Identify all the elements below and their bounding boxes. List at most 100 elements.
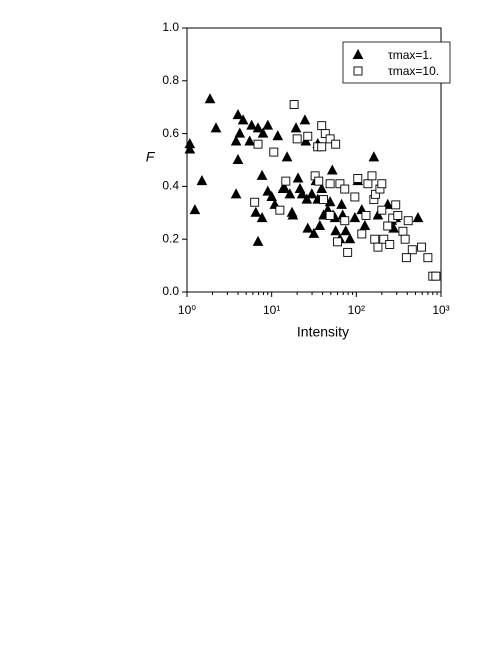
y-tick-label: 0.4 — [162, 179, 179, 193]
y-tick-label: 0.6 — [162, 126, 179, 140]
square-marker — [335, 179, 345, 189]
triangle-marker — [368, 151, 380, 162]
x-tick-label: 10¹ — [263, 303, 280, 317]
plot-frame — [186, 27, 442, 293]
y-tick-label: 0.0 — [162, 284, 179, 298]
square-marker — [407, 245, 417, 255]
legend-label: τmax=1. — [388, 48, 432, 62]
x-tick-label: 10³ — [432, 303, 449, 317]
square-marker — [320, 129, 330, 139]
triangle-marker — [340, 225, 352, 236]
triangle-marker — [189, 204, 201, 215]
triangle-marker — [349, 212, 361, 223]
legend-label: τmax=10. — [388, 64, 439, 78]
square-marker — [393, 210, 403, 220]
square-marker — [250, 197, 260, 207]
square-marker — [373, 242, 383, 252]
square-marker — [281, 176, 291, 186]
square-marker — [357, 229, 367, 239]
triangle-marker — [252, 235, 264, 246]
triangle-marker — [296, 188, 308, 199]
triangle-marker — [281, 151, 293, 162]
square-marker — [343, 247, 353, 257]
y-tick-label: 0.2 — [162, 231, 179, 245]
square-marker — [292, 134, 302, 144]
triangle-marker — [237, 114, 249, 125]
square-marker — [317, 121, 327, 131]
triangle-marker — [300, 135, 312, 146]
square-marker — [303, 131, 313, 141]
square-marker — [398, 226, 408, 236]
y-axis-title: F — [146, 149, 156, 165]
square-marker — [319, 195, 328, 205]
square-marker — [289, 100, 299, 110]
square-marker — [350, 192, 360, 202]
triangle-marker — [272, 130, 284, 141]
triangle-marker — [184, 143, 196, 154]
triangle-marker — [232, 109, 244, 120]
triangle-marker — [256, 169, 268, 180]
square-marker — [353, 174, 363, 183]
square-marker — [325, 179, 335, 189]
square-marker — [325, 134, 335, 144]
triangle-marker — [330, 225, 341, 236]
square-marker — [379, 234, 389, 244]
square-marker — [385, 240, 395, 249]
triangle-marker — [314, 219, 326, 230]
square-marker — [370, 234, 380, 244]
square-marker — [331, 139, 341, 149]
triangle-marker — [230, 188, 242, 199]
square-marker — [275, 205, 285, 215]
square-marker — [325, 210, 335, 220]
legend-marker — [352, 48, 364, 59]
triangle-marker — [299, 114, 311, 125]
triangle-marker — [232, 153, 244, 164]
square-marker — [370, 189, 380, 199]
triangle-marker — [287, 209, 299, 220]
y-tick-label: 0.8 — [162, 73, 179, 87]
triangle-marker — [279, 182, 291, 194]
legend-box — [342, 41, 451, 84]
triangle-marker — [344, 233, 356, 244]
triangle-marker — [196, 175, 208, 186]
triangle-marker — [316, 182, 328, 194]
x-tick-label: 10² — [348, 303, 365, 317]
triangle-marker — [266, 190, 277, 201]
y-tick-label: 1.0 — [162, 20, 179, 34]
square-marker — [314, 176, 324, 186]
triangle-marker — [262, 185, 274, 196]
triangle-marker — [359, 219, 371, 230]
triangle-marker — [306, 188, 318, 199]
triangle-marker — [250, 206, 262, 217]
triangle-marker — [230, 135, 242, 146]
square-marker — [367, 171, 377, 181]
triangle-marker — [257, 127, 269, 138]
triangle-marker — [292, 172, 304, 183]
x-tick-label: 10⁰ — [178, 303, 196, 317]
legend-marker — [353, 66, 363, 76]
x-axis-title: Intensity — [297, 324, 349, 340]
square-marker — [317, 142, 327, 152]
square-marker — [253, 139, 263, 149]
triangle-marker — [290, 122, 302, 133]
square-marker — [391, 200, 401, 210]
triangle-marker — [246, 119, 257, 130]
triangle-marker — [210, 122, 222, 133]
square-marker — [431, 271, 441, 281]
triangle-marker — [284, 188, 296, 199]
square-marker — [377, 179, 387, 189]
triangle-marker — [412, 212, 424, 223]
triangle-marker — [244, 135, 256, 146]
triangle-marker — [308, 227, 320, 238]
triangle-marker — [252, 122, 264, 133]
triangle-marker — [256, 212, 268, 223]
square-marker — [269, 147, 279, 157]
square-marker — [340, 184, 350, 194]
triangle-marker — [204, 93, 216, 104]
triangle-marker — [301, 193, 313, 204]
square-marker — [363, 179, 373, 189]
square-marker — [383, 221, 393, 231]
square-marker — [401, 253, 411, 263]
